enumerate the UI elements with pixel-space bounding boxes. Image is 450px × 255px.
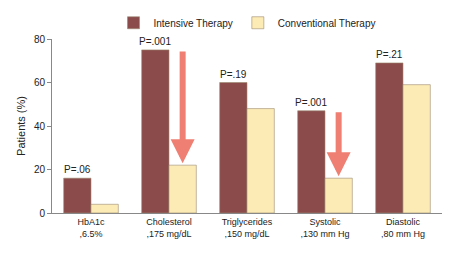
svg-text:20: 20 xyxy=(34,164,46,175)
svg-text:Systolic,130 mm Hg: Systolic,130 mm Hg xyxy=(300,217,349,239)
svg-text:80: 80 xyxy=(34,34,46,45)
svg-text:P=.001: P=.001 xyxy=(139,36,171,47)
svg-text:Conventional Therapy: Conventional Therapy xyxy=(278,18,376,29)
svg-text:40: 40 xyxy=(34,121,46,132)
svg-text:P=.21: P=.21 xyxy=(376,49,403,60)
svg-text:HbA1c,6.5%: HbA1c,6.5% xyxy=(77,217,105,239)
svg-text:Intensive Therapy: Intensive Therapy xyxy=(154,18,233,29)
svg-text:0: 0 xyxy=(39,208,45,219)
svg-text:P=.19: P=.19 xyxy=(220,69,247,80)
svg-text:Diastolic,80 mm Hg: Diastolic,80 mm Hg xyxy=(381,217,425,239)
svg-text:Cholesterol,175 mg/dL: Cholesterol,175 mg/dL xyxy=(146,217,192,239)
svg-text:P=.06: P=.06 xyxy=(64,164,91,175)
svg-text:60: 60 xyxy=(34,77,46,88)
svg-text:Triglycerides,150 mg/dL: Triglycerides,150 mg/dL xyxy=(222,217,273,239)
svg-text:Patients (%): Patients (%) xyxy=(15,96,27,156)
svg-text:P=.001: P=.001 xyxy=(295,97,327,108)
